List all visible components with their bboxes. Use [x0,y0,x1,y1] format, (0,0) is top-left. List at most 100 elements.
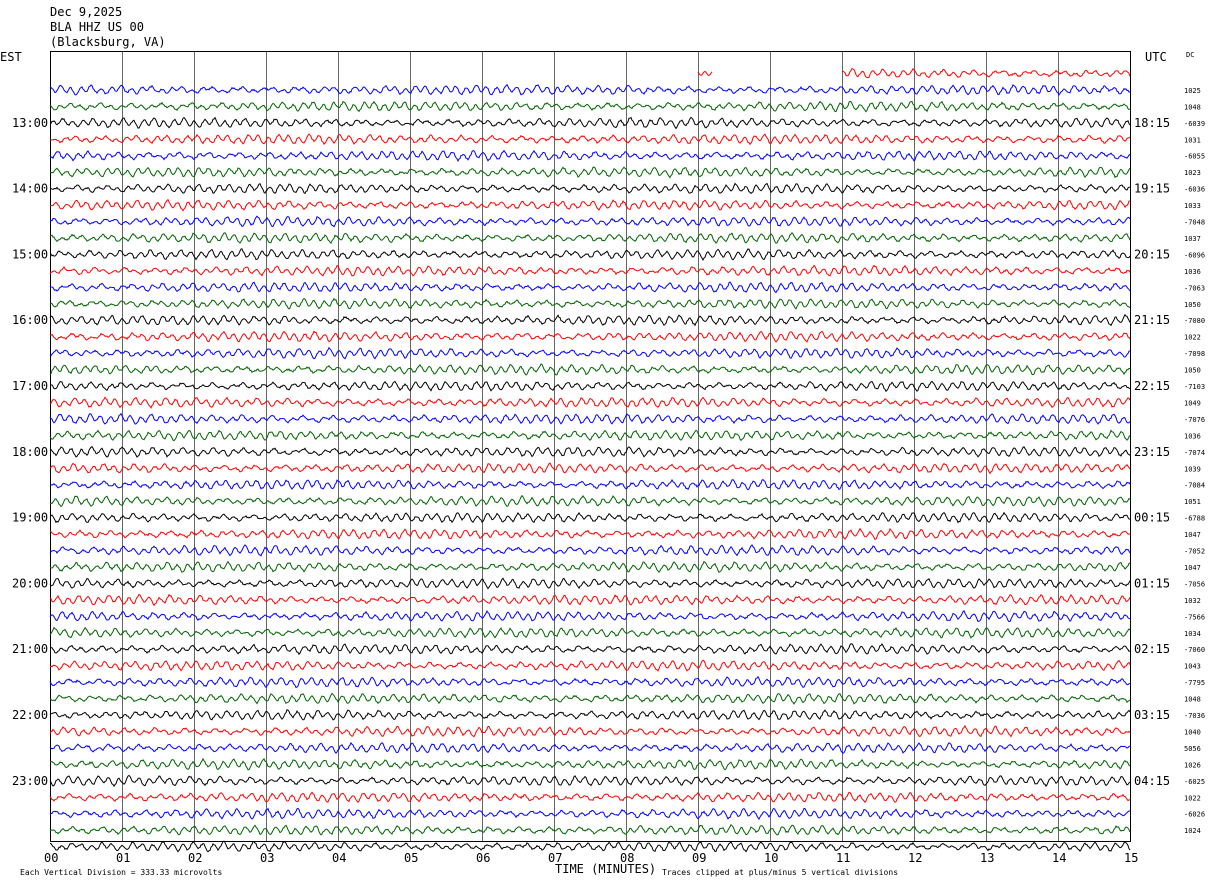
scale-note: Each Vertical Division = 333.33 microvol… [20,868,222,877]
seismic-trace-39 [49,709,1131,721]
dc-value: 1026 [1184,761,1201,769]
seismic-trace-12 [49,264,1131,277]
seismic-trace-43 [49,774,1131,788]
dc-value: 1025 [1184,87,1201,95]
header-location: (Blacksburg, VA) [50,35,166,49]
dc-value: -6096 [1184,251,1205,259]
seismic-trace-15 [49,313,1131,327]
seismic-trace-19 [49,380,1131,393]
seismic-trace-4 [49,133,1131,146]
x-tick-label: 04 [332,851,346,865]
est-hour-label: 14:00 [12,182,48,196]
dc-value: 1031 [1184,136,1201,144]
x-tick-label: 01 [116,851,130,865]
x-tick-label: 07 [548,851,562,865]
seismic-trace-23 [49,445,1131,458]
x-tick-label: 11 [836,851,850,865]
dc-value: -7084 [1184,482,1205,490]
utc-hour-label: 19:15 [1134,182,1170,196]
dc-value: -7076 [1184,416,1205,424]
seismic-trace-11 [49,248,1131,261]
seismic-trace-47 [49,840,1131,853]
dc-value: -6039 [1184,120,1205,128]
plot-frame [50,51,1131,842]
dc-value: 1034 [1184,630,1201,638]
dc-value: 1050 [1184,367,1201,375]
dc-value: -6788 [1184,515,1205,523]
x-tick-label: 12 [908,851,922,865]
dc-value: 1036 [1184,268,1201,276]
dc-label: DC [1186,51,1194,59]
x-axis-title: TIME (MINUTES) [555,862,656,876]
seismic-trace-10 [49,231,1131,245]
seismic-trace-28 [49,527,1131,541]
est-hour-label: 18:00 [12,445,48,459]
dc-value: 1022 [1184,794,1201,802]
dc-value: -7063 [1184,284,1205,292]
dc-value: 1051 [1184,498,1201,506]
dc-value: -7056 [1184,580,1205,588]
seismic-trace-9 [49,215,1131,228]
x-tick-label: 08 [620,851,634,865]
header-station: BLA HHZ US 00 [50,20,144,34]
seismic-trace-2 [49,100,1131,113]
seismic-trace-17 [49,346,1131,360]
utc-hour-label: 20:15 [1134,247,1170,261]
dc-value: 1022 [1184,334,1201,342]
dc-value: -7060 [1184,646,1205,654]
seismic-trace-40 [49,724,1131,738]
est-label: EST [0,50,22,64]
est-hour-label: 13:00 [12,116,48,130]
dc-value: -7103 [1184,383,1205,391]
seismic-trace-30 [49,560,1131,574]
est-hour-label: 22:00 [12,708,48,722]
dc-value: 1037 [1184,235,1201,243]
seismic-trace-26 [49,494,1131,508]
est-hour-labels: 13:00 14:00 15:00 16:00 17:00 18:00 19:00 20:00… [12,116,48,788]
header-date: Dec 9,2025 [50,5,122,19]
dc-value: -7566 [1184,613,1205,621]
seismic-trace-5 [49,149,1131,163]
utc-hour-label: 18:15 [1134,116,1170,130]
dc-value: 1033 [1184,202,1201,210]
seismic-trace-27 [49,511,1131,524]
seismic-trace-36 [49,659,1131,672]
seismic-trace-6 [49,166,1131,179]
trace-fragment [697,70,713,77]
seismic-trace-3 [49,116,1131,130]
seismic-trace-37 [49,675,1131,689]
seismic-trace-45 [49,807,1131,821]
dc-value: 1024 [1184,827,1201,835]
dc-value: 5056 [1184,745,1201,753]
dc-value: -6055 [1184,153,1205,161]
est-hour-label: 21:00 [12,642,48,656]
dc-value: 1043 [1184,663,1201,671]
dc-value: 1036 [1184,432,1201,440]
dc-value: 1050 [1184,301,1201,309]
seismic-trace-34 [49,626,1131,639]
dc-value: 1039 [1184,465,1201,473]
dc-value: 1047 [1184,531,1201,539]
seismic-trace-16 [49,330,1131,343]
utc-hour-label: 01:15 [1134,576,1170,590]
seismic-trace-25 [49,478,1131,491]
seismic-trace-13 [49,281,1131,294]
x-tick-labels: 00 01 02 03 04 05 06 07 08 09 10 11 12 13 14 15 [44,851,1138,865]
x-tick-label: 15 [1124,851,1138,865]
est-hour-label: 17:00 [12,379,48,393]
seismic-trace-42 [49,757,1131,771]
seismic-trace-21 [49,412,1131,425]
dc-value: -7052 [1184,548,1205,556]
dc-value: 1048 [1184,103,1201,111]
dc-offset-values: 1025 1048 -6039 1031 -6055 1023 -6036 1033 -7048… [1184,87,1205,835]
seismic-trace-0 [841,67,1131,79]
seismic-trace-33 [49,610,1131,623]
x-tick-label: 00 [44,851,58,865]
dc-value: 1049 [1184,399,1201,407]
dc-value: 1023 [1184,169,1201,177]
dc-value: 1048 [1184,696,1201,704]
x-tick-label: 03 [260,851,274,865]
seismic-trace-44 [49,791,1131,804]
dc-value: -7048 [1184,219,1205,227]
